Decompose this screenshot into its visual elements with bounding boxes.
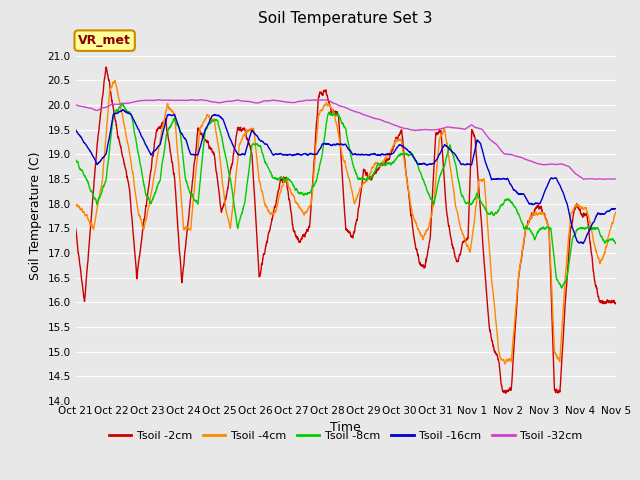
Tsoil -16cm — [612, 206, 620, 212]
Tsoil -4cm — [312, 139, 320, 145]
Tsoil -32cm — [72, 102, 79, 108]
Tsoil -2cm — [502, 390, 509, 396]
Tsoil -16cm — [419, 161, 426, 167]
Tsoil -4cm — [419, 236, 426, 242]
Y-axis label: Soil Temperature (C): Soil Temperature (C) — [29, 152, 42, 280]
Tsoil -16cm — [442, 143, 450, 149]
Tsoil -8cm — [612, 240, 620, 246]
X-axis label: Time: Time — [330, 421, 361, 434]
Title: Soil Temperature Set 3: Soil Temperature Set 3 — [259, 11, 433, 26]
Tsoil -2cm — [102, 64, 110, 70]
Tsoil -2cm — [308, 194, 316, 200]
Tsoil -32cm — [612, 176, 620, 182]
Tsoil -8cm — [312, 179, 320, 184]
Tsoil -4cm — [355, 191, 362, 197]
Tsoil -2cm — [419, 263, 426, 268]
Tsoil -32cm — [600, 177, 607, 182]
Tsoil -32cm — [355, 109, 362, 115]
Tsoil -16cm — [119, 107, 127, 113]
Tsoil -4cm — [141, 222, 148, 228]
Tsoil -16cm — [72, 127, 79, 132]
Line: Tsoil -32cm: Tsoil -32cm — [76, 100, 616, 180]
Tsoil -32cm — [308, 97, 316, 103]
Line: Tsoil -16cm: Tsoil -16cm — [76, 110, 616, 243]
Tsoil -8cm — [141, 184, 148, 190]
Tsoil -32cm — [188, 97, 195, 103]
Tsoil -4cm — [501, 361, 509, 367]
Tsoil -32cm — [312, 97, 320, 103]
Tsoil -2cm — [312, 123, 320, 129]
Text: VR_met: VR_met — [78, 34, 131, 47]
Line: Tsoil -4cm: Tsoil -4cm — [76, 80, 616, 364]
Tsoil -2cm — [355, 206, 362, 212]
Tsoil -2cm — [141, 216, 148, 222]
Tsoil -4cm — [612, 209, 620, 215]
Tsoil -16cm — [308, 151, 316, 156]
Tsoil -2cm — [72, 225, 79, 231]
Tsoil -4cm — [442, 139, 450, 144]
Tsoil -8cm — [442, 155, 450, 160]
Tsoil -2cm — [442, 206, 450, 212]
Legend: Tsoil -2cm, Tsoil -4cm, Tsoil -8cm, Tsoil -16cm, Tsoil -32cm: Tsoil -2cm, Tsoil -4cm, Tsoil -8cm, Tsoi… — [104, 426, 587, 445]
Tsoil -16cm — [579, 240, 587, 246]
Tsoil -8cm — [419, 176, 426, 182]
Tsoil -4cm — [111, 77, 119, 83]
Tsoil -32cm — [141, 98, 148, 104]
Tsoil -8cm — [118, 100, 126, 106]
Tsoil -8cm — [355, 176, 362, 182]
Tsoil -16cm — [312, 151, 320, 157]
Tsoil -4cm — [308, 198, 316, 204]
Line: Tsoil -8cm: Tsoil -8cm — [76, 103, 616, 288]
Tsoil -32cm — [419, 127, 426, 132]
Line: Tsoil -2cm: Tsoil -2cm — [76, 67, 616, 393]
Tsoil -2cm — [612, 300, 620, 306]
Tsoil -8cm — [72, 156, 79, 162]
Tsoil -16cm — [355, 152, 362, 157]
Tsoil -4cm — [72, 203, 79, 209]
Tsoil -8cm — [558, 285, 566, 291]
Tsoil -32cm — [442, 124, 450, 130]
Tsoil -8cm — [308, 186, 316, 192]
Tsoil -16cm — [141, 140, 148, 145]
